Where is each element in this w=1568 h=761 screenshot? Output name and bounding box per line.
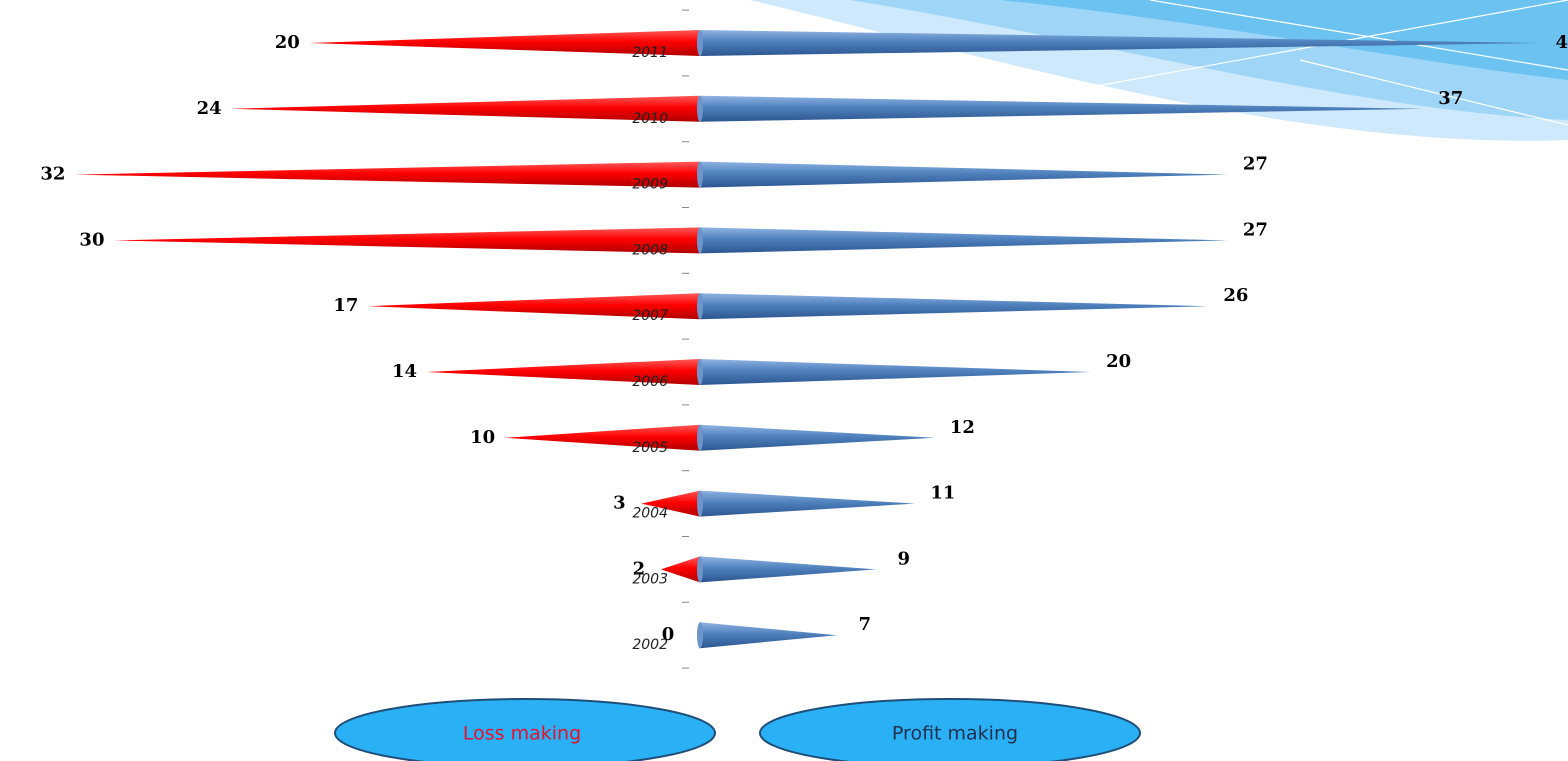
category-label: 2007 [632, 308, 668, 324]
cone-base [697, 95, 703, 122]
value-label: 14 [392, 361, 417, 382]
value-label: 3 [613, 493, 626, 514]
value-label: 32 [40, 164, 65, 185]
legend: Loss making Profit making [334, 698, 1141, 761]
cone-bar [367, 293, 700, 320]
cone-base [697, 622, 703, 649]
legend-badge [759, 698, 1141, 761]
cone-bar [74, 161, 700, 188]
cone-bar [700, 622, 837, 649]
category-label: 2011 [632, 45, 668, 61]
category-label: 2004 [632, 506, 668, 522]
cone-bar [700, 293, 1208, 320]
cone-base [697, 490, 703, 517]
cone-bar [700, 359, 1091, 385]
category-label: 2008 [632, 242, 668, 258]
value-label: 27 [1243, 154, 1268, 175]
value-label: 20 [1106, 351, 1131, 372]
cone-bar [231, 95, 701, 122]
cone-bar [309, 30, 700, 56]
cone-base [697, 359, 703, 385]
value-label: 43 [1555, 32, 1568, 53]
cone-bar [700, 95, 1423, 122]
value-label: 2 [633, 558, 646, 579]
legend-label: Loss making [463, 723, 581, 745]
cone-base [697, 227, 703, 254]
category-label: 2009 [632, 177, 668, 193]
background-decoration [750, 0, 1568, 141]
value-label: 11 [930, 483, 955, 504]
legend-badge [334, 698, 716, 761]
value-label: 30 [79, 229, 104, 250]
value-label: 12 [950, 417, 975, 438]
cone-bar [700, 227, 1228, 254]
cone-bar [113, 227, 700, 254]
cone-bar [700, 490, 915, 517]
value-label: 24 [197, 98, 222, 119]
category-label: 2006 [632, 374, 668, 390]
cone-base [697, 293, 703, 320]
cone-base [697, 556, 703, 583]
cone-bar [660, 556, 700, 583]
cone-base [697, 30, 703, 56]
value-label: 9 [898, 548, 911, 569]
value-label: 27 [1243, 219, 1268, 240]
category-label: 2010 [632, 111, 668, 127]
cone-bar [700, 30, 1540, 56]
value-label: 0 [662, 624, 675, 645]
category-label: 2003 [632, 571, 668, 587]
value-label: 10 [470, 427, 495, 448]
value-label: 20 [275, 32, 300, 53]
cone-bar [700, 556, 876, 583]
value-label: 37 [1438, 88, 1463, 109]
cone-base [697, 161, 703, 188]
cone-base [697, 424, 703, 451]
value-label: 7 [858, 614, 871, 635]
cone-bar [504, 424, 700, 451]
legend-label: Profit making [892, 723, 1018, 745]
cone-bar [700, 424, 935, 451]
cone-bar [700, 161, 1228, 188]
category-label: 2002 [632, 637, 668, 653]
value-label: 26 [1223, 285, 1248, 306]
cone-bar [426, 359, 700, 385]
value-label: 17 [333, 295, 358, 316]
cone-bar [641, 490, 700, 517]
category-label: 2005 [632, 440, 668, 456]
